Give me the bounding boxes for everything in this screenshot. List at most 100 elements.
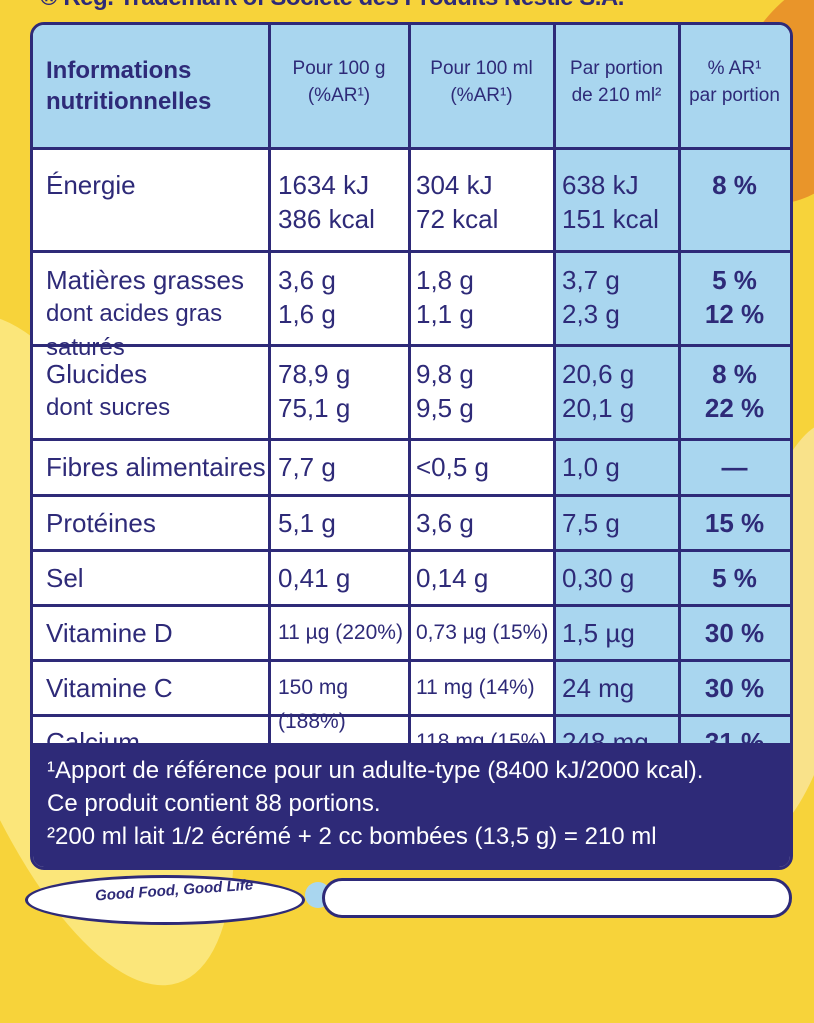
value-per-100g-line: 3,6 g [278,265,336,295]
header-line: Par portion [570,58,663,79]
row-divider [33,344,790,347]
value-per-portion: 638 kJ 151 kcal [554,150,679,250]
value-per-100ml-line: 304 kJ [416,170,493,200]
header-line: Pour 100 g [292,58,386,79]
value-per-100ml-line: 1,1 g [416,299,474,329]
value-per-100ml: 11 mg (14%) [409,662,554,714]
header-line: par portion [689,85,780,106]
column-divider [268,25,271,743]
nutrient-label-line: Protéines [46,508,156,538]
value-per-portion: 0,30 g [554,552,679,604]
value-per-100g-line: 7,7 g [278,452,336,482]
value-per-100g-line: 75,1 g [278,393,351,423]
table-row: Glucides dont sucres 78,9 g 75,1 g 9,8 g 9,5 … [33,347,790,438]
value-per-100ml-line: 9,8 g [416,359,474,389]
value-per-100g: 7,7 g [269,441,409,494]
ar-per-portion-line: 15 % [704,508,765,538]
nutrient-label: Fibres alimentaires [33,441,269,494]
info-bubble [322,878,792,918]
value-per-portion-line: 151 kcal [562,204,659,234]
value-per-100ml: 1,8 g 1,1 g [409,253,554,344]
value-per-portion-line: 3,7 g [562,265,620,295]
value-per-100g-line: 0,41 g [278,563,351,593]
table-row: Fibres alimentaires 7,7 g <0,5 g 1,0 g — [33,441,790,494]
value-per-portion: 1,0 g [554,441,679,494]
value-per-100g: 3,6 g 1,6 g [269,253,409,344]
header-per-portion: Par portion de 210 ml² [554,25,679,147]
value-per-100g: 11 µg (220%) [269,607,409,659]
row-divider [33,604,790,607]
header-line: (%AR¹) [450,85,513,106]
ar-per-portion-line: 30 % [704,618,765,648]
value-per-portion-line: 1,0 g [562,452,620,482]
column-divider [408,25,411,743]
value-per-portion-line: 638 kJ [562,170,639,200]
value-per-portion-line: 20,1 g [562,393,635,423]
value-per-100g-line: 5,1 g [278,508,336,538]
value-per-portion: 1,5 µg [554,607,679,659]
header-line: (%AR¹) [307,85,371,106]
value-per-portion: 7,5 g [554,497,679,549]
footnote-portion-definition: ²200 ml lait 1/2 écrémé + 2 cc bombées (… [47,823,657,850]
row-divider [33,438,790,441]
value-per-100ml: 9,8 g 9,5 g [409,347,554,438]
header-line: Pour 100 ml [430,58,533,79]
value-per-portion: 3,7 g 2,3 g [554,253,679,344]
nutrient-label: Protéines [33,497,269,549]
nutrient-label-line: dont sucres [46,394,171,421]
value-per-portion-line: 1,5 µg [562,618,635,648]
nutrient-label-line: Matières grasses [46,265,244,295]
value-per-100g: 150 mg (188%) [269,662,409,733]
header-line: Informations [46,57,192,84]
nutrient-label: Sel [33,552,269,604]
value-per-portion: 20,6 g 20,1 g [554,347,679,438]
ar-per-portion: — [679,441,790,494]
value-per-100g-line: 1634 kJ [278,170,370,200]
value-per-100ml-line: 1,8 g [416,265,474,295]
column-divider [553,25,556,743]
header-per-100ml: Pour 100 ml (%AR¹) [409,25,554,147]
header-per-100g: Pour 100 g (%AR¹) [269,25,409,147]
nutrient-label-line: Sel [46,563,84,593]
value-per-100ml-line: 72 kcal [416,204,499,234]
value-per-100ml-line: 0,14 g [416,563,489,593]
value-per-100ml-line: 9,5 g [416,393,474,423]
trademark-notice: ® Reg. Trademark of Société des Produits… [40,0,624,10]
ar-per-portion: 30 % [679,607,790,659]
value-per-100g-line: 386 kcal [278,204,375,234]
nutrient-label-line: dont acides gras saturés [46,300,223,361]
ar-per-portion: 8 % 22 % [679,347,790,438]
row-divider [33,147,790,150]
table-row: Énergie 1634 kJ 386 kcal 304 kJ 72 kcal 638 k… [33,150,790,250]
value-per-100g: 78,9 g 75,1 g [269,347,409,438]
table-row: Matières grasses dont acides gras saturés… [33,253,790,361]
row-divider [33,714,790,717]
table-row: Protéines 5,1 g 3,6 g 7,5 g 15 % [33,497,790,549]
nutrient-label-line: Vitamine D [46,618,173,648]
value-per-100g-line: 1,6 g [278,299,336,329]
header-line: de 210 ml² [571,85,662,106]
nutrient-label: Glucides dont sucres [33,347,269,438]
ar-per-portion-line: 22 % [704,393,765,423]
ar-per-portion-line: 12 % [704,299,765,329]
table-row: Vitamine D 11 µg (220%) 0,73 µg (15%) 1,5 µ… [33,607,790,659]
column-divider [678,25,681,743]
row-divider [33,494,790,497]
footnote-reference-intake: ¹Apport de référence pour un adulte-type… [47,757,704,784]
value-per-100g-line: 78,9 g [278,359,351,389]
value-per-100ml-line: 0,73 µg (15%) [416,621,549,644]
nutrient-label-line: Glucides [46,359,148,389]
row-divider [33,659,790,662]
value-per-portion: 24 mg [554,662,679,714]
table-row: Vitamine C 150 mg (188%) 11 mg (14%) 24 mg 3… [33,662,790,733]
nutrient-label: Vitamine D [33,607,269,659]
nutrient-label: Vitamine C [33,662,269,714]
nutrient-label-line: Fibres alimentaires [46,452,266,482]
value-per-portion-line: 7,5 g [562,508,620,538]
value-per-portion-line: 24 mg [562,673,635,703]
table-row: Sel 0,41 g 0,14 g 0,30 g 5 % [33,552,790,604]
ar-per-portion: 30 % [679,662,790,714]
header-line: % AR¹ [707,58,762,79]
ar-per-portion-line: — [721,452,748,482]
row-divider [33,549,790,552]
